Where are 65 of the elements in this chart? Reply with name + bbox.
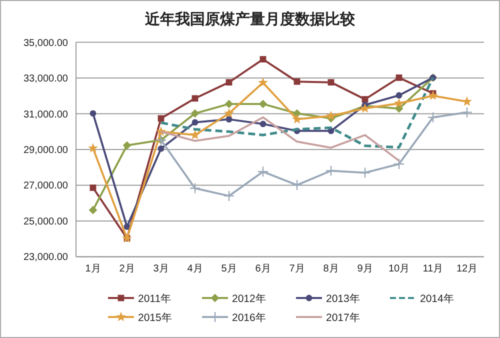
point [190,109,200,118]
point [260,120,266,128]
point [258,77,268,87]
point [394,98,404,108]
point [90,110,96,117]
point [88,206,98,214]
legend-label: 2012年 [232,293,266,305]
x-tick-label: 12月 [456,264,478,275]
point [122,141,132,150]
x-tick-label: 11月 [422,264,444,275]
legend-label: 2013年 [326,293,360,305]
point [190,130,200,140]
point [257,166,269,178]
point [328,79,334,86]
x-tick-label: 2月 [119,264,135,275]
y-tick-label: 31,000.00 [24,109,68,120]
point [396,74,402,81]
point [260,56,266,62]
x-tick-label: 4月 [187,264,203,275]
point [428,90,438,100]
y-tick-label: 29,000.00 [24,145,68,156]
point [362,96,368,102]
point [158,115,164,122]
point [226,116,232,123]
legend-label: 2017年 [326,312,360,324]
point [189,182,201,194]
point [224,100,234,108]
point [462,96,472,106]
x-tick-label: 6月 [255,264,271,275]
point [292,114,302,124]
point [393,158,405,170]
x-tick-label: 7月 [289,264,305,275]
point [396,92,402,99]
x-tick-label: 1月 [85,264,101,275]
x-tick-label: 8月 [323,264,339,275]
legend-label: 2015年 [138,312,172,324]
point [223,190,235,202]
point [124,223,130,230]
point [291,179,303,191]
point [360,103,370,113]
point [90,184,96,191]
point [294,78,300,85]
chart-title: 近年我国原煤产量月度数据比较 [144,10,356,28]
x-tick-label: 10月 [388,264,410,275]
point [226,79,232,86]
x-tick-label: 3月 [153,264,169,275]
y-tick-label: 23,000.00 [24,252,68,264]
point [461,106,473,118]
point [158,145,164,152]
x-tick-label: 5月 [221,264,237,275]
legend-label: 2011年 [138,293,172,305]
point [88,143,98,152]
x-tick-label: 9月 [357,264,373,275]
legend-label: 2014年 [420,293,454,305]
y-tick-label: 33,000.00 [24,74,68,85]
point [427,112,439,123]
legend-label: 2016年 [232,312,266,324]
point [192,119,198,126]
y-tick-label: 27,000.00 [24,180,68,192]
y-tick-label: 35,000.00 [24,38,68,49]
point [192,95,198,102]
point [258,100,268,108]
point [326,110,336,120]
y-tick-label: 25,000.00 [24,216,68,228]
point [224,108,234,118]
